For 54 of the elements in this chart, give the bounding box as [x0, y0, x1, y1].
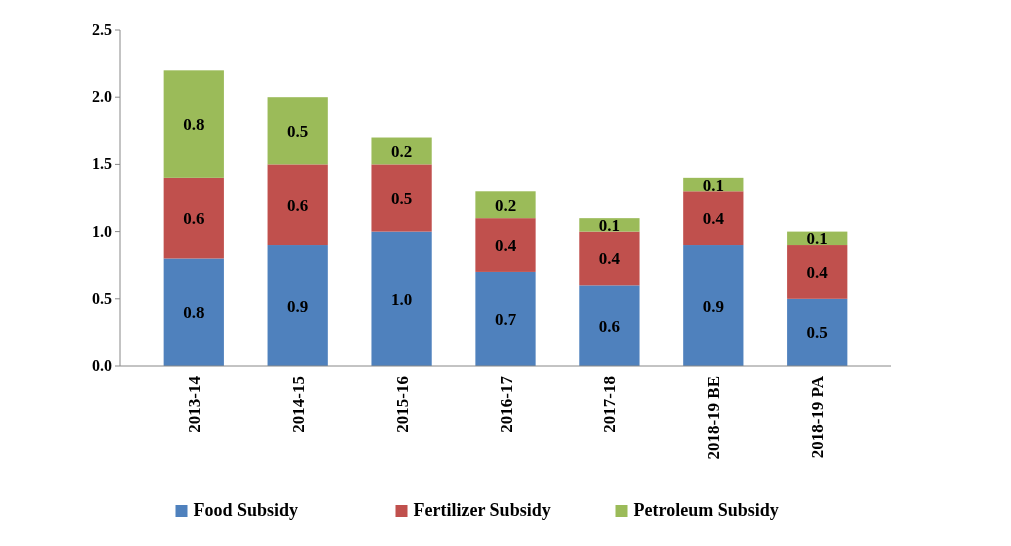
- data-label: 0.2: [390, 141, 413, 161]
- y-tick-label: 0.5: [92, 289, 112, 307]
- data-label: 0.6: [183, 209, 205, 229]
- bar: [371, 231, 432, 366]
- data-label: 0.4: [702, 209, 725, 229]
- x-tick-label: 2015-16: [392, 376, 412, 433]
- y-tick-label: 1.0: [92, 222, 112, 240]
- bar: [579, 231, 640, 286]
- bar: [267, 245, 328, 366]
- x-tick-label: 2016-17: [496, 375, 516, 433]
- legend-label: Fertilizer Subsidy: [413, 500, 551, 520]
- data-label: 0.6: [287, 195, 309, 215]
- data-label: 0.2: [494, 195, 517, 215]
- bar: [787, 298, 848, 366]
- data-label: 0.7: [494, 309, 517, 329]
- bar: [579, 285, 640, 366]
- data-label: 1.0: [390, 289, 413, 309]
- bar: [683, 245, 744, 366]
- y-tick-label: 2.5: [92, 21, 112, 38]
- bar: [163, 177, 224, 259]
- bar: [683, 191, 744, 246]
- x-tick-label: 2018-19 PA: [808, 375, 828, 459]
- data-label: 0.1: [702, 175, 724, 195]
- bar: [267, 97, 328, 165]
- x-tick-label: 2017-18: [600, 376, 620, 433]
- bar: [163, 258, 224, 366]
- y-tick-label: 0.0: [92, 357, 112, 374]
- data-label: 0.5: [390, 189, 413, 208]
- bar: [475, 191, 536, 219]
- bar: [267, 164, 328, 246]
- data-label: 0.1: [806, 229, 828, 249]
- data-label: 0.1: [598, 215, 621, 235]
- data-label: 0.5: [287, 121, 309, 141]
- bar: [163, 70, 224, 178]
- bar: [475, 218, 536, 272]
- y-tick-label: 2.0: [92, 88, 112, 106]
- data-label: 0.8: [183, 115, 205, 135]
- bar: [371, 164, 432, 232]
- x-tick-label: 2013-14: [184, 375, 204, 433]
- data-label: 0.9: [287, 296, 309, 316]
- data-label: 0.4: [494, 236, 517, 256]
- bar: [475, 271, 536, 366]
- x-tick-label: 2018-19 BE: [704, 376, 724, 460]
- data-label: 0.6: [598, 316, 621, 336]
- y-tick-label: 1.5: [92, 155, 112, 173]
- data-label: 0.9: [702, 296, 724, 316]
- x-tick-label: 2014-15: [288, 376, 308, 433]
- bar: [787, 245, 848, 299]
- data-label: 0.8: [183, 303, 205, 323]
- legend-label: Food Subsidy: [193, 500, 299, 520]
- data-label: 0.5: [806, 323, 828, 343]
- data-label: 0.4: [598, 249, 621, 269]
- legend-label: Petroleum Subsidy: [633, 500, 779, 520]
- data-label: 0.4: [806, 262, 829, 282]
